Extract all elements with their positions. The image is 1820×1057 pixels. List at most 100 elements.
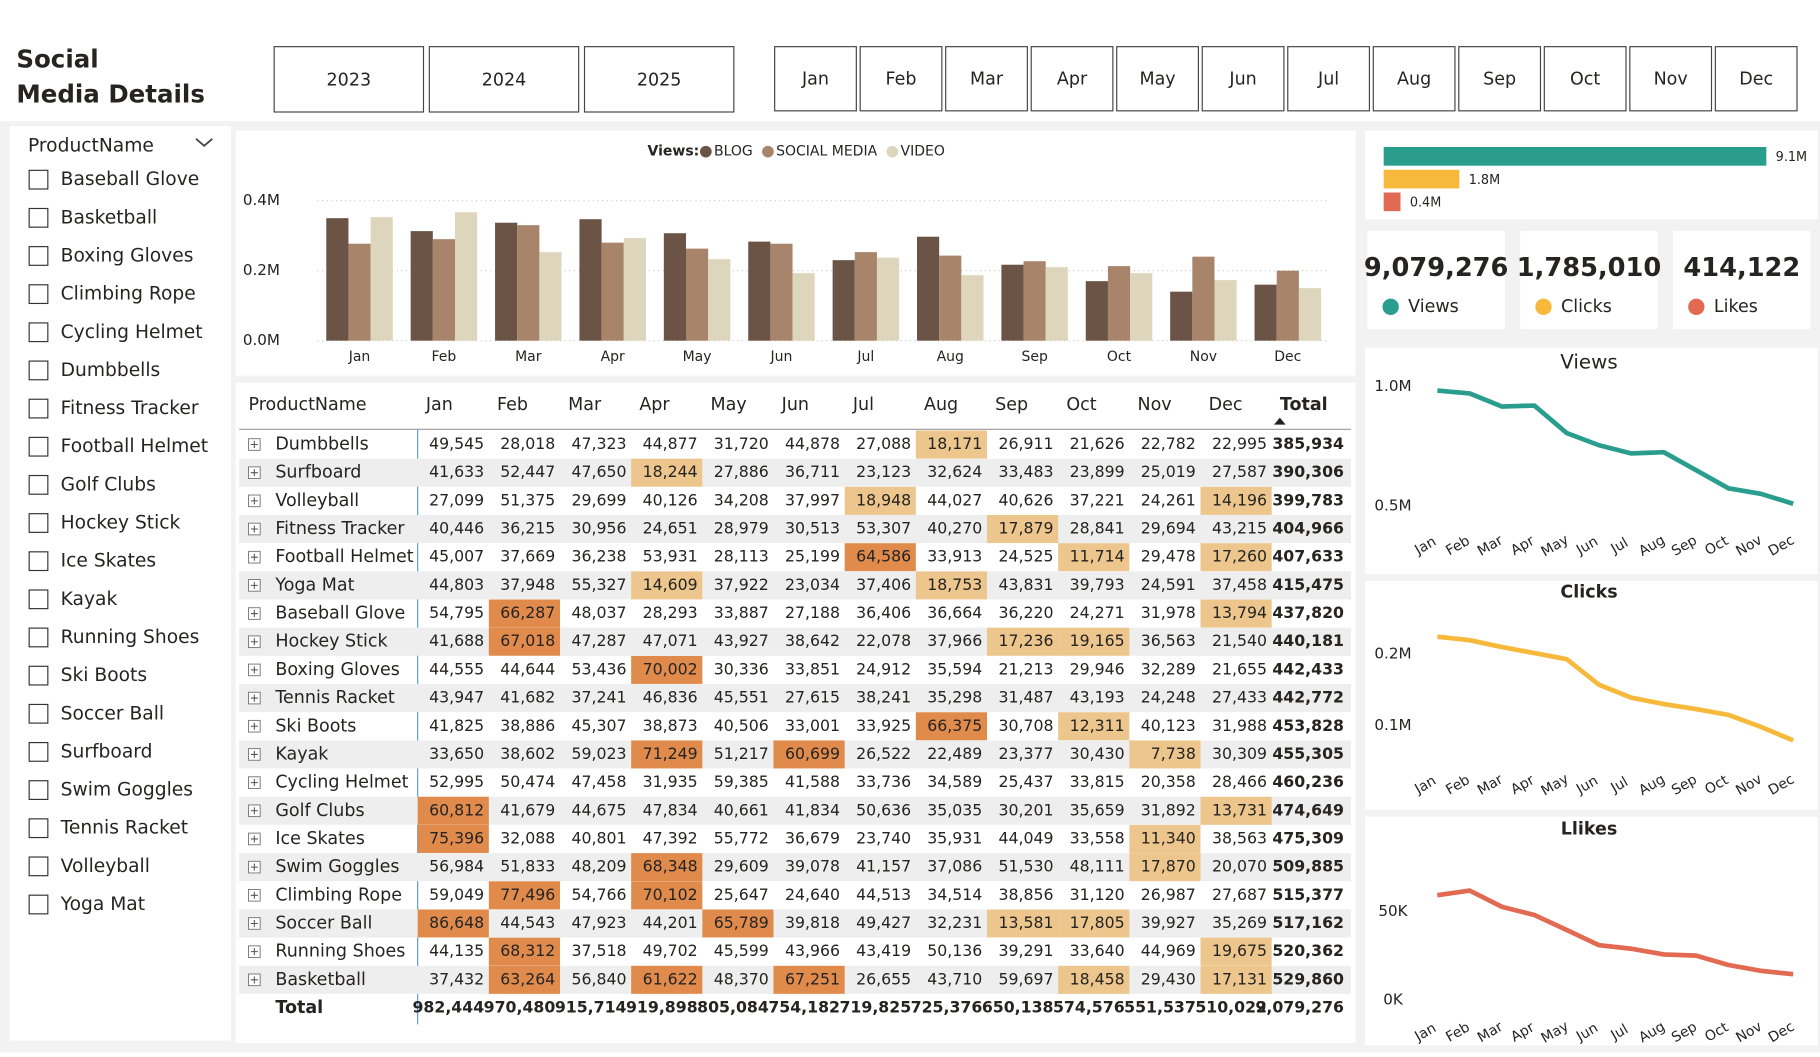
table-cell: 43,215 — [1212, 519, 1267, 538]
checkbox[interactable] — [28, 322, 49, 343]
column-header[interactable]: Jan — [425, 395, 453, 415]
slicer-item[interactable]: Swim Goggles — [61, 780, 193, 801]
column-header[interactable]: May — [711, 395, 747, 415]
month-button[interactable] — [1714, 46, 1798, 112]
kpi-value: 1,785,010 — [1517, 253, 1661, 283]
slicer-item[interactable]: Hockey Stick — [61, 513, 181, 534]
checkbox[interactable] — [28, 284, 49, 305]
checkbox[interactable] — [28, 780, 49, 800]
column-header[interactable]: Total — [1280, 395, 1328, 415]
year-button[interactable] — [273, 46, 425, 113]
checkbox[interactable] — [28, 818, 49, 839]
slicer-item[interactable]: Yoga Mat — [60, 894, 145, 915]
slicer-item[interactable]: Baseball Glove — [61, 169, 200, 190]
month-button[interactable] — [1030, 46, 1114, 112]
slicer-item[interactable]: Football Helmet — [61, 436, 208, 457]
slicer-item[interactable]: Running Shoes — [61, 627, 200, 648]
expand-plus[interactable] — [250, 525, 258, 533]
column-header[interactable]: Feb — [497, 395, 528, 415]
table-cell: 24,261 — [1141, 490, 1196, 509]
checkbox[interactable] — [28, 742, 49, 762]
checkbox[interactable] — [28, 513, 49, 533]
slicer-item[interactable]: Golf Clubs — [61, 474, 156, 495]
expand-plus[interactable] — [250, 553, 258, 561]
month-button[interactable] — [1543, 46, 1627, 112]
slicer-item[interactable]: Volleyball — [61, 856, 150, 877]
expand-plus[interactable] — [250, 722, 258, 730]
checkbox[interactable] — [28, 169, 49, 190]
slicer-item[interactable]: Tennis Racket — [60, 818, 188, 839]
checkbox[interactable] — [28, 703, 49, 724]
expand-plus[interactable] — [250, 919, 258, 927]
checkbox[interactable] — [28, 398, 49, 419]
column-header[interactable]: Dec — [1209, 395, 1243, 415]
expand-plus[interactable] — [250, 666, 258, 674]
column-header[interactable]: Aug — [924, 395, 958, 415]
slicer-item[interactable]: Soccer Ball — [61, 703, 164, 724]
slicer-item[interactable]: Surfboard — [61, 741, 153, 762]
checkbox[interactable] — [28, 436, 49, 457]
expand-plus[interactable] — [250, 497, 258, 505]
slicer-chevron[interactable] — [195, 138, 213, 147]
slicer-item[interactable]: Basketball — [61, 207, 158, 228]
checkbox[interactable] — [28, 246, 49, 266]
expand-plus[interactable] — [250, 948, 258, 956]
month-button[interactable] — [1287, 46, 1371, 112]
column-header[interactable]: Sep — [995, 395, 1028, 415]
column-header[interactable]: Jul — [852, 395, 874, 415]
month-button[interactable] — [945, 46, 1028, 112]
page-title: Social — [16, 45, 98, 74]
column-header[interactable]: Mar — [568, 395, 602, 415]
slicer-item[interactable]: Ice Skates — [61, 551, 156, 572]
expand-plus[interactable] — [250, 694, 258, 702]
expand-plus[interactable] — [250, 638, 258, 646]
checkbox[interactable] — [28, 589, 49, 610]
checkbox[interactable] — [28, 474, 49, 495]
expand-plus[interactable] — [250, 891, 258, 899]
checkbox[interactable] — [28, 894, 49, 915]
month-button[interactable] — [1201, 46, 1285, 112]
checkbox[interactable] — [28, 207, 49, 228]
checkbox[interactable] — [28, 551, 49, 572]
slicer-item[interactable]: Dumbbells — [61, 360, 161, 381]
expand-plus[interactable] — [250, 441, 258, 448]
expand-plus[interactable] — [250, 779, 258, 787]
checkbox[interactable] — [28, 665, 49, 686]
cell-highlight — [488, 881, 560, 910]
column-header[interactable]: ProductName — [248, 395, 366, 415]
table-cell: 36,215 — [500, 519, 555, 538]
slicer-item[interactable]: Kayak — [61, 589, 118, 610]
month-button[interactable] — [859, 46, 943, 112]
year-button[interactable] — [428, 46, 580, 113]
table-cell: 37,221 — [1070, 490, 1125, 509]
expand-plus[interactable] — [250, 750, 258, 758]
column-header[interactable]: Apr — [639, 395, 670, 415]
expand-plus[interactable] — [250, 581, 258, 589]
month-button[interactable] — [1629, 46, 1713, 112]
month-button[interactable] — [774, 46, 857, 112]
cell-highlight — [631, 881, 703, 910]
checkbox[interactable] — [28, 627, 49, 648]
month-button[interactable] — [1116, 46, 1199, 112]
column-header[interactable]: Nov — [1138, 395, 1172, 415]
slicer-item[interactable]: Cycling Helmet — [61, 322, 203, 343]
checkbox[interactable] — [28, 856, 49, 877]
expand-plus[interactable] — [250, 610, 258, 618]
slicer-item[interactable]: Climbing Rope — [61, 284, 196, 305]
year-button[interactable] — [583, 46, 735, 113]
expand-plus[interactable] — [250, 863, 258, 871]
month-button[interactable] — [1458, 46, 1542, 112]
checkbox[interactable] — [28, 360, 49, 381]
expand-plus[interactable] — [250, 976, 258, 984]
total-cell: 982,444 — [412, 997, 484, 1016]
slicer-item[interactable]: Boxing Gloves — [61, 245, 194, 266]
column-header[interactable]: Jun — [781, 395, 809, 415]
slicer-item[interactable]: Fitness Tracker — [61, 398, 199, 419]
month-button[interactable] — [1372, 46, 1456, 112]
expand-plus[interactable] — [250, 835, 258, 843]
slicer-item[interactable]: Ski Boots — [61, 665, 147, 686]
expand-plus[interactable] — [250, 469, 258, 477]
expand-plus[interactable] — [250, 807, 258, 815]
bar — [876, 257, 900, 341]
column-header[interactable]: Oct — [1066, 395, 1096, 415]
